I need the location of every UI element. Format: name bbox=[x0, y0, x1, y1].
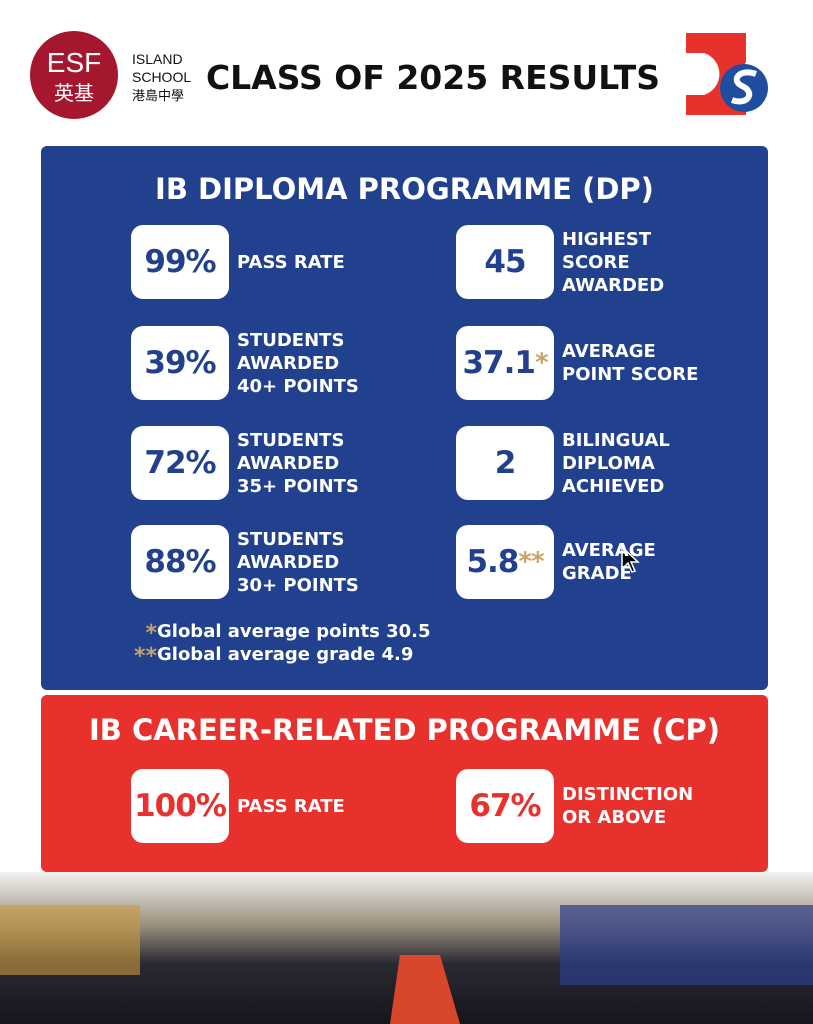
stat-label-line: ACHIEVED bbox=[562, 475, 665, 497]
stat-label: DISTINCTION OR ABOVE bbox=[562, 769, 693, 843]
stat-label: AVERAGE GRADE bbox=[562, 525, 656, 599]
stat-label: PASS RATE bbox=[237, 769, 345, 843]
stat-mark: ** bbox=[518, 547, 544, 577]
stat-label: STUDENTS AWARDED 35+ POINTS bbox=[237, 426, 359, 500]
stat-value-box: 100% bbox=[131, 769, 229, 843]
stat-label-line: DISTINCTION bbox=[562, 784, 694, 805]
stat-value: 100% bbox=[134, 788, 227, 824]
stat-value: 5.8 bbox=[466, 544, 519, 580]
stat-label-line: STUDENTS bbox=[237, 329, 345, 351]
stat-value: 67% bbox=[469, 788, 541, 824]
stat-value: 72% bbox=[144, 445, 216, 481]
stat-label-line: PASS RATE bbox=[237, 251, 345, 273]
esf-logo bbox=[30, 31, 118, 119]
footnote-text: Global average grade 4.9 bbox=[157, 644, 414, 665]
stat-value: 39% bbox=[144, 345, 216, 381]
stat-label-line: AVERAGE bbox=[562, 540, 656, 561]
footnote-text: Global average points 30.5 bbox=[157, 621, 431, 642]
stat-label: HIGHEST SCORE AWARDED bbox=[562, 225, 664, 299]
stat-label: STUDENTS AWARDED 40+ POINTS bbox=[237, 326, 359, 400]
footnote: ** bbox=[134, 644, 157, 669]
stat-mark: * bbox=[534, 348, 549, 378]
stat-value-box: 5.8 ** bbox=[456, 525, 554, 599]
stat-value: 2 bbox=[494, 445, 517, 481]
stat-value: 37.1 bbox=[462, 345, 535, 381]
footnote-mark: ** bbox=[133, 644, 157, 669]
stat-label-line: OR ABOVE bbox=[562, 807, 667, 828]
stat-label-line: STUDENTS bbox=[237, 528, 345, 550]
stat-label-line: STUDENTS bbox=[237, 429, 345, 451]
footnote-mark: * bbox=[145, 621, 157, 646]
dp-title: IB DIPLOMA PROGRAMME (DP) bbox=[155, 172, 654, 206]
stat-label: PASS RATE bbox=[237, 225, 345, 299]
school-name: 港島中學 bbox=[132, 89, 184, 104]
stat-label-line: 40+ POINTS bbox=[237, 375, 359, 397]
stat-label-line: 35+ POINTS bbox=[237, 475, 359, 497]
stat-label-line: PASS RATE bbox=[237, 795, 345, 817]
stat-label-line: DIPLOMA bbox=[562, 452, 655, 474]
stat-value-box: 45 bbox=[456, 225, 554, 299]
stat-label-line: AVERAGE bbox=[562, 341, 656, 362]
stat-value-box: 72% bbox=[131, 426, 229, 500]
stat-label-line: BILINGUAL bbox=[562, 429, 670, 451]
page-title: CLASS OF 2025 RESULTS bbox=[206, 58, 660, 97]
school-name: ISLAND bbox=[132, 51, 183, 67]
stat-value: 45 bbox=[484, 244, 526, 280]
stat-value-box: 88% bbox=[131, 525, 229, 599]
stat-value-box: 2 bbox=[456, 426, 554, 500]
graduation-photo bbox=[0, 872, 813, 1024]
stat-value-box: 99% bbox=[131, 225, 229, 299]
stat-value: 88% bbox=[144, 544, 216, 580]
stat-value-box: 67% bbox=[456, 769, 554, 843]
stat-label: BILINGUAL DIPLOMA ACHIEVED bbox=[562, 426, 670, 500]
is-logo bbox=[686, 33, 768, 115]
stat-label-line: 30+ POINTS bbox=[237, 574, 359, 596]
logo-chinese: 英基 bbox=[54, 81, 94, 105]
mouse-cursor bbox=[621, 545, 640, 573]
school-name: SCHOOL bbox=[132, 69, 191, 85]
footnote: * bbox=[145, 621, 157, 646]
stat-value-box: 39% bbox=[131, 326, 229, 400]
stat-label-line: POINT SCORE bbox=[562, 364, 699, 385]
stat-value-box: 37.1 * bbox=[456, 326, 554, 400]
stat-label-line: AWARDED bbox=[237, 551, 340, 573]
stat-label-line: AWARDED bbox=[562, 274, 665, 296]
logo-text: ESF bbox=[47, 47, 101, 78]
stat-label-line: AWARDED bbox=[237, 352, 340, 374]
stat-label: AVERAGE POINT SCORE bbox=[562, 326, 698, 400]
stat-label-line: AWARDED bbox=[237, 452, 340, 474]
cp-title: IB CAREER-RELATED PROGRAMME (CP) bbox=[88, 713, 721, 747]
stat-label: STUDENTS AWARDED 30+ POINTS bbox=[237, 525, 359, 599]
stat-label-line: HIGHEST bbox=[562, 228, 652, 250]
stat-label-line: GRADE bbox=[562, 563, 632, 584]
stat-value: 99% bbox=[144, 244, 216, 280]
header: ESF 英基 ISLAND SCHOOL 港島中學 CLASS OF 2025 … bbox=[30, 31, 768, 119]
stat-label-line: SCORE bbox=[562, 251, 630, 273]
